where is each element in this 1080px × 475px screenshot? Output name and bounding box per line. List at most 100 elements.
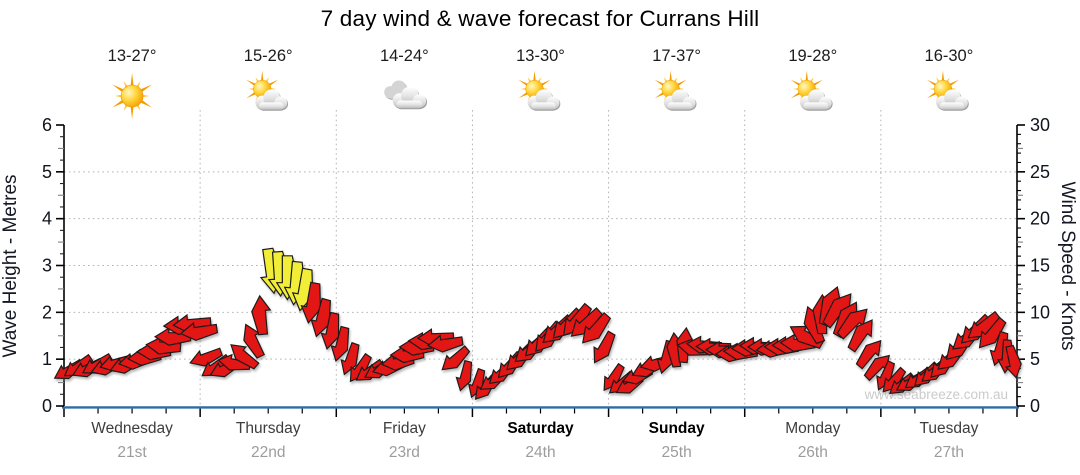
chart-title: 7 day wind & wave forecast for Currans H…: [320, 6, 760, 31]
wind-arrow: [189, 347, 223, 367]
sun-ray: [518, 91, 529, 99]
cloud-icon: [255, 89, 289, 111]
right-axis-tick-label: 20: [1030, 209, 1050, 229]
wind-arrows: [53, 247, 1022, 400]
right-axis-tick-label: 30: [1030, 115, 1050, 135]
sun-ray: [518, 79, 529, 87]
cloud-base: [803, 102, 829, 110]
cloudy-icon: [384, 80, 428, 110]
sun-ray: [141, 94, 150, 98]
right-axis-tick-label: 0: [1030, 396, 1040, 416]
right-axis-tick-label: 10: [1030, 302, 1050, 322]
day-date-label: 26th: [798, 444, 828, 461]
left-axis-tick-label: 0: [42, 396, 52, 416]
day-header-tuesday: 16-30°: [925, 47, 974, 111]
wind-arrow: [230, 344, 260, 370]
wind-arrow: [847, 319, 873, 353]
wind-arrow: [179, 321, 219, 341]
sun-ray: [929, 87, 936, 91]
sun-ray: [540, 79, 551, 87]
sun-ray: [669, 70, 672, 82]
wind-arrow: [330, 325, 350, 363]
day-date-label: 22nd: [251, 444, 285, 461]
left-axis-title: Wave Height - Metres: [0, 174, 21, 357]
wind-arrow: [1004, 344, 1022, 379]
cloud-icon: [936, 89, 969, 111]
sunny-icon: [112, 73, 152, 119]
sun-ray: [654, 79, 665, 87]
sun-ray: [520, 87, 528, 91]
cloud-base: [396, 100, 423, 109]
day-header-friday: 14-24°: [380, 47, 429, 110]
sun-ray: [139, 84, 152, 93]
cloud-base: [939, 102, 965, 110]
sun-ray: [676, 79, 687, 87]
day-date-label: 24th: [525, 444, 555, 461]
day-header-saturday: 13-30°: [516, 47, 565, 111]
day-name-label: Tuesday: [919, 420, 978, 437]
day-name-label: Monday: [785, 420, 840, 437]
left-axis-tick-label: 2: [42, 302, 52, 322]
sun-ray: [246, 79, 257, 87]
right-axis-tick-label: 25: [1030, 162, 1050, 182]
partly-cloudy-icon: [790, 70, 833, 111]
day-header-thursday: 15-26°: [244, 47, 293, 111]
sun-ray: [926, 91, 938, 99]
left-axis-tick-label: 1: [42, 349, 52, 369]
sun-ray: [268, 79, 279, 87]
right-axis-title: Wind Speed - Knots: [1057, 182, 1078, 351]
day-headers: 13-27° 15-26° 14-24° 13-30° 17-37° 19-28° 16-3…: [108, 47, 974, 119]
day-header-sunday: 17-37°: [652, 47, 701, 111]
sun-ray: [139, 99, 152, 108]
sun-ray: [793, 87, 800, 91]
wind-arrow: [426, 334, 464, 353]
temp-range-label: 19-28°: [788, 47, 837, 65]
cloud-shape: [663, 89, 696, 110]
partly-cloudy-icon: [518, 70, 561, 111]
wind-arrow: [593, 330, 616, 364]
temp-range-label: 17-37°: [652, 47, 701, 65]
day-date-label: 25th: [662, 444, 692, 461]
temp-range-label: 15-26°: [244, 47, 293, 65]
day-name-label: Friday: [383, 420, 426, 437]
right-axis-tick-label: 5: [1030, 349, 1040, 369]
sun-ray: [112, 99, 125, 108]
sun-ray: [130, 105, 134, 119]
wind-arrow: [251, 294, 272, 336]
day-header-wednesday: 13-27°: [108, 47, 157, 119]
cloud-shape: [392, 86, 427, 109]
sun-ray: [948, 79, 959, 87]
left-axis-tick-label: 6: [42, 115, 52, 135]
sun-icon: [112, 73, 152, 119]
temp-range-label: 13-30°: [516, 47, 565, 65]
day-header-monday: 19-28°: [788, 47, 837, 111]
cloud-shape: [255, 89, 288, 110]
wind-arrow: [978, 316, 1007, 349]
partly-cloudy-icon: [246, 70, 289, 111]
cloud-shape: [799, 89, 832, 110]
sun-ray: [112, 84, 125, 93]
sun-ray: [805, 70, 809, 82]
wind-arrow: [441, 345, 471, 371]
sun-disc: [120, 84, 144, 108]
sun-ray: [130, 73, 134, 87]
cloud-shape: [527, 89, 560, 110]
partly-cloudy-icon: [654, 70, 697, 111]
sun-ray: [246, 91, 257, 99]
cloud-icon: [663, 89, 697, 111]
sun-ray: [941, 70, 945, 82]
wind-arrow: [455, 359, 473, 392]
sun-ray: [657, 87, 664, 91]
cloud-icon: [799, 89, 833, 111]
sun-ray: [790, 79, 801, 87]
temp-range-label: 13-27°: [108, 47, 157, 65]
temp-range-label: 14-24°: [380, 47, 429, 65]
temp-range-label: 16-30°: [925, 47, 974, 65]
sun-ray: [812, 79, 823, 87]
day-name-label: Saturday: [507, 420, 574, 437]
cloud-base: [531, 102, 556, 110]
day-name-label: Wednesday: [91, 420, 173, 437]
partly-cloudy-icon: [926, 70, 969, 111]
right-axis-tick-label: 15: [1030, 256, 1050, 276]
